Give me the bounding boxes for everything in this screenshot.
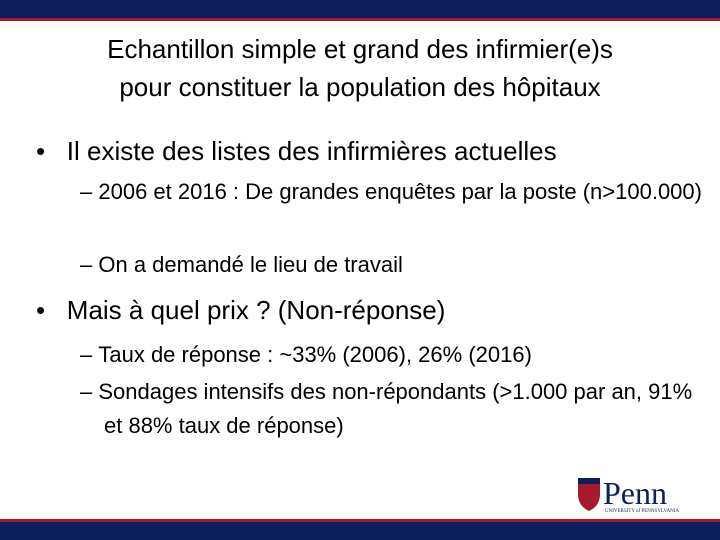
logo-subtitle: UNIVERSITY of PENNSYLVANIA (605, 509, 679, 514)
top-bar (0, 0, 720, 18)
sub-bullet-text: 2006 et 2016 : De grandes enquêtes par l… (98, 179, 702, 204)
sub-bullet: – On a demandé le lieu de travail (80, 252, 403, 277)
sub-bullet: – Sondages intensifs des non-répondants … (80, 379, 693, 438)
bullet: • Mais à quel prix ? (Non-réponse) (36, 295, 446, 325)
top-rule (0, 18, 720, 21)
bullet-text: Mais à quel prix ? (Non-réponse) (66, 295, 446, 325)
title-line: pour constituer la population des hôpita… (119, 72, 601, 102)
logo-chief (578, 478, 600, 484)
bullet-text: Il existe des listes des infirmières act… (66, 136, 557, 166)
sub-bullet-text: On a demandé le lieu de travail (98, 252, 403, 277)
logo-shield (578, 478, 600, 511)
logo: Penn UNIVERSITY of PENNSYLVANIA (578, 475, 679, 514)
sub-bullet-text: Taux de réponse : ~33% (2006), 26% (2016… (98, 342, 532, 367)
logo-name: Penn (603, 475, 667, 511)
sub-bullet-text: Sondages intensifs des non-répondants (>… (98, 379, 693, 438)
bullet: • Il existe des listes des infirmières a… (36, 136, 557, 166)
bottom-bar (0, 522, 720, 540)
sub-bullet: – Taux de réponse : ~33% (2006), 26% (20… (80, 342, 532, 367)
title-line: Echantillon simple et grand des infirmie… (107, 34, 613, 64)
bottom-rule (0, 519, 720, 522)
sub-bullet: – 2006 et 2016 : De grandes enquêtes par… (80, 179, 702, 204)
title: Echantillon simple et grand des infirmie… (0, 30, 720, 106)
